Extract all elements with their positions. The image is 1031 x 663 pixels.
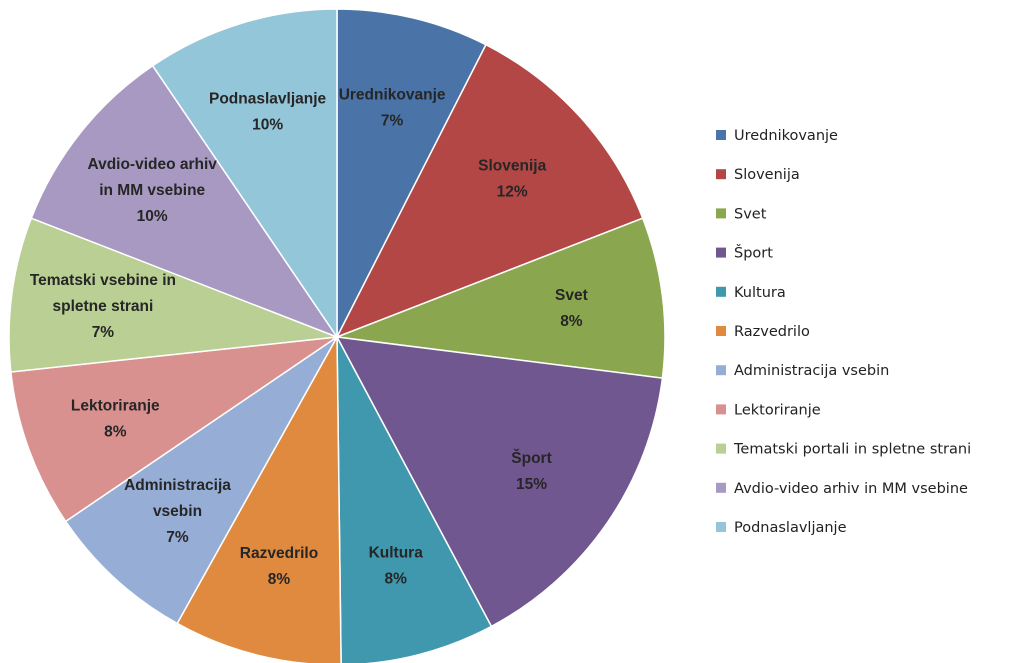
legend-label-6: Administracija vsebin [734,363,889,379]
legend-swatch-5 [716,326,726,336]
slice-label-6: Administracija vsebin 7% [124,477,231,546]
slice-percent: 8% [560,313,583,330]
slice-percent: 7% [381,112,404,129]
slice-name-line: Lektoriranje [71,397,160,414]
legend-swatch-3 [716,247,726,258]
legend-label-10: Podnaslavljanje [734,520,847,536]
pie-slice-7 [10,336,338,523]
slice-name-line: Svet [555,287,588,304]
legend-label-2: Svet [734,206,767,222]
slice-name-line: Kultura [369,545,424,562]
pie-slice-4 [336,336,493,663]
slice-name-line: Podnaslavljanje [209,90,327,107]
slice-percent: 10% [137,208,168,225]
pie-slice-9 [30,64,339,339]
pie-slice-1 [335,43,644,339]
pie-slice-5 [176,334,342,663]
legend-swatch-4 [716,286,726,297]
slice-label-4: Kultura 8% [369,545,424,588]
slice-name-line: spletne strani [53,298,154,315]
slice-percent: 8% [268,571,291,588]
slice-percent: 8% [384,571,407,588]
slice-percent: 10% [252,116,283,133]
legend-swatch-1 [716,169,726,180]
slice-label-2: Svet 8% [555,287,588,330]
legend-label-8: Tematski portali in spletne strani [733,442,971,458]
legend-label-3: Šport [734,244,773,262]
legend-swatch-10 [716,522,726,532]
slice-name-line: Tematski vsebine in [30,272,176,289]
slice-name-line: Administracija [124,477,231,494]
pie-slice-0 [336,8,487,338]
legend-swatch-9 [716,482,726,493]
slice-name-line: in MM vsebine [99,182,205,199]
pie-slice-10 [151,8,338,340]
legend-label-9: Avdio-video arhiv in MM vsebine [734,481,968,497]
pie-slice-6 [64,336,338,625]
pie-slices [8,8,666,663]
slice-percent: 7% [166,529,189,546]
legend-label-0: Urednikovanje [734,128,838,144]
pie-slice-2 [336,217,666,379]
slice-percent: 8% [104,423,127,440]
legend-swatch-8 [716,443,726,454]
slice-percent: 12% [497,184,528,201]
legend: Urednikovanje Slovenija Svet Šport Kultura Ra… [716,128,971,536]
legend-label-4: Kultura [734,285,786,301]
pie-slice-3 [335,336,664,628]
slice-label-10: Podnaslavljanje 10% [209,90,327,133]
slice-label-5: Razvedrilo 8% [240,545,318,588]
slice-name-line: Avdio-video arhiv [87,156,217,173]
legend-label-7: Lektoriranje [734,402,821,418]
legend-swatch-7 [716,404,726,415]
legend-swatch-0 [716,130,726,140]
slice-name-line: Razvedrilo [240,545,318,562]
slice-label-7: Lektoriranje 8% [71,397,160,440]
slice-name-line: Urednikovanje [339,86,446,103]
slice-label-1: Slovenija 12% [478,158,546,201]
slice-name-line: Slovenija [478,158,546,175]
slice-percent: 7% [92,324,115,341]
legend-label-5: Razvedrilo [734,324,810,340]
slice-label-8: Tematski vsebine in spletne strani 7% [30,272,176,341]
slice-label-0: Urednikovanje 7% [339,86,446,129]
pie-slice-8 [8,217,338,373]
slice-name-line: Šport [511,449,551,467]
legend-swatch-2 [716,208,726,219]
legend-swatch-6 [716,365,726,376]
slice-label-9: Avdio-video arhiv in MM vsebine 10% [87,156,217,225]
slice-label-3: Šport 15% [511,449,551,493]
slice-percent: 15% [516,476,547,493]
pie-labels: Urednikovanje 7% Slovenija 12% Svet 8% Šport 15… [30,86,588,588]
slice-name-line: vsebin [153,503,202,520]
legend-label-1: Slovenija [734,167,800,183]
